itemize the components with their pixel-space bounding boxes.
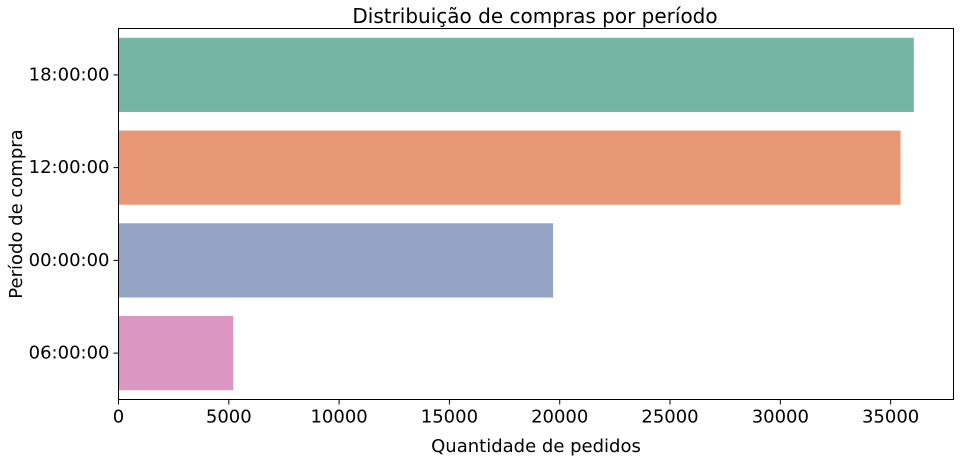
y-tick-label: 06:00:00 xyxy=(29,343,110,364)
bar-18-00-00 xyxy=(118,37,914,112)
y-tick-label: 18:00:00 xyxy=(29,64,110,85)
bars-layer xyxy=(118,37,914,391)
y-tick-label: 00:00:00 xyxy=(29,250,110,271)
x-tick-label: 0 xyxy=(113,407,124,428)
x-tick-label: 20000 xyxy=(531,407,588,428)
bar-00-00-00 xyxy=(118,223,554,298)
x-axis-label: Quantidade de pedidos xyxy=(431,436,641,457)
x-tick-label: 30000 xyxy=(752,407,809,428)
x-tick-label: 35000 xyxy=(862,407,919,428)
x-tick-label: 15000 xyxy=(421,407,478,428)
plot-frame xyxy=(118,28,954,400)
x-axis: 0 5000 10000 15000 20000 25000 30000 35000 xyxy=(113,399,919,428)
y-axis: 18:00:00 12:00:00 00:00:00 06:00:00 xyxy=(29,64,119,364)
bar-12-00-00 xyxy=(118,130,901,205)
x-tick-label: 5000 xyxy=(206,407,252,428)
chart-title: Distribuição de compras por período xyxy=(352,4,717,28)
y-axis-label: Período de compra xyxy=(6,129,27,298)
bar-06-00-00 xyxy=(118,316,234,391)
x-tick-label: 10000 xyxy=(310,407,367,428)
x-tick-label: 25000 xyxy=(641,407,698,428)
y-tick-label: 12:00:00 xyxy=(29,157,110,178)
